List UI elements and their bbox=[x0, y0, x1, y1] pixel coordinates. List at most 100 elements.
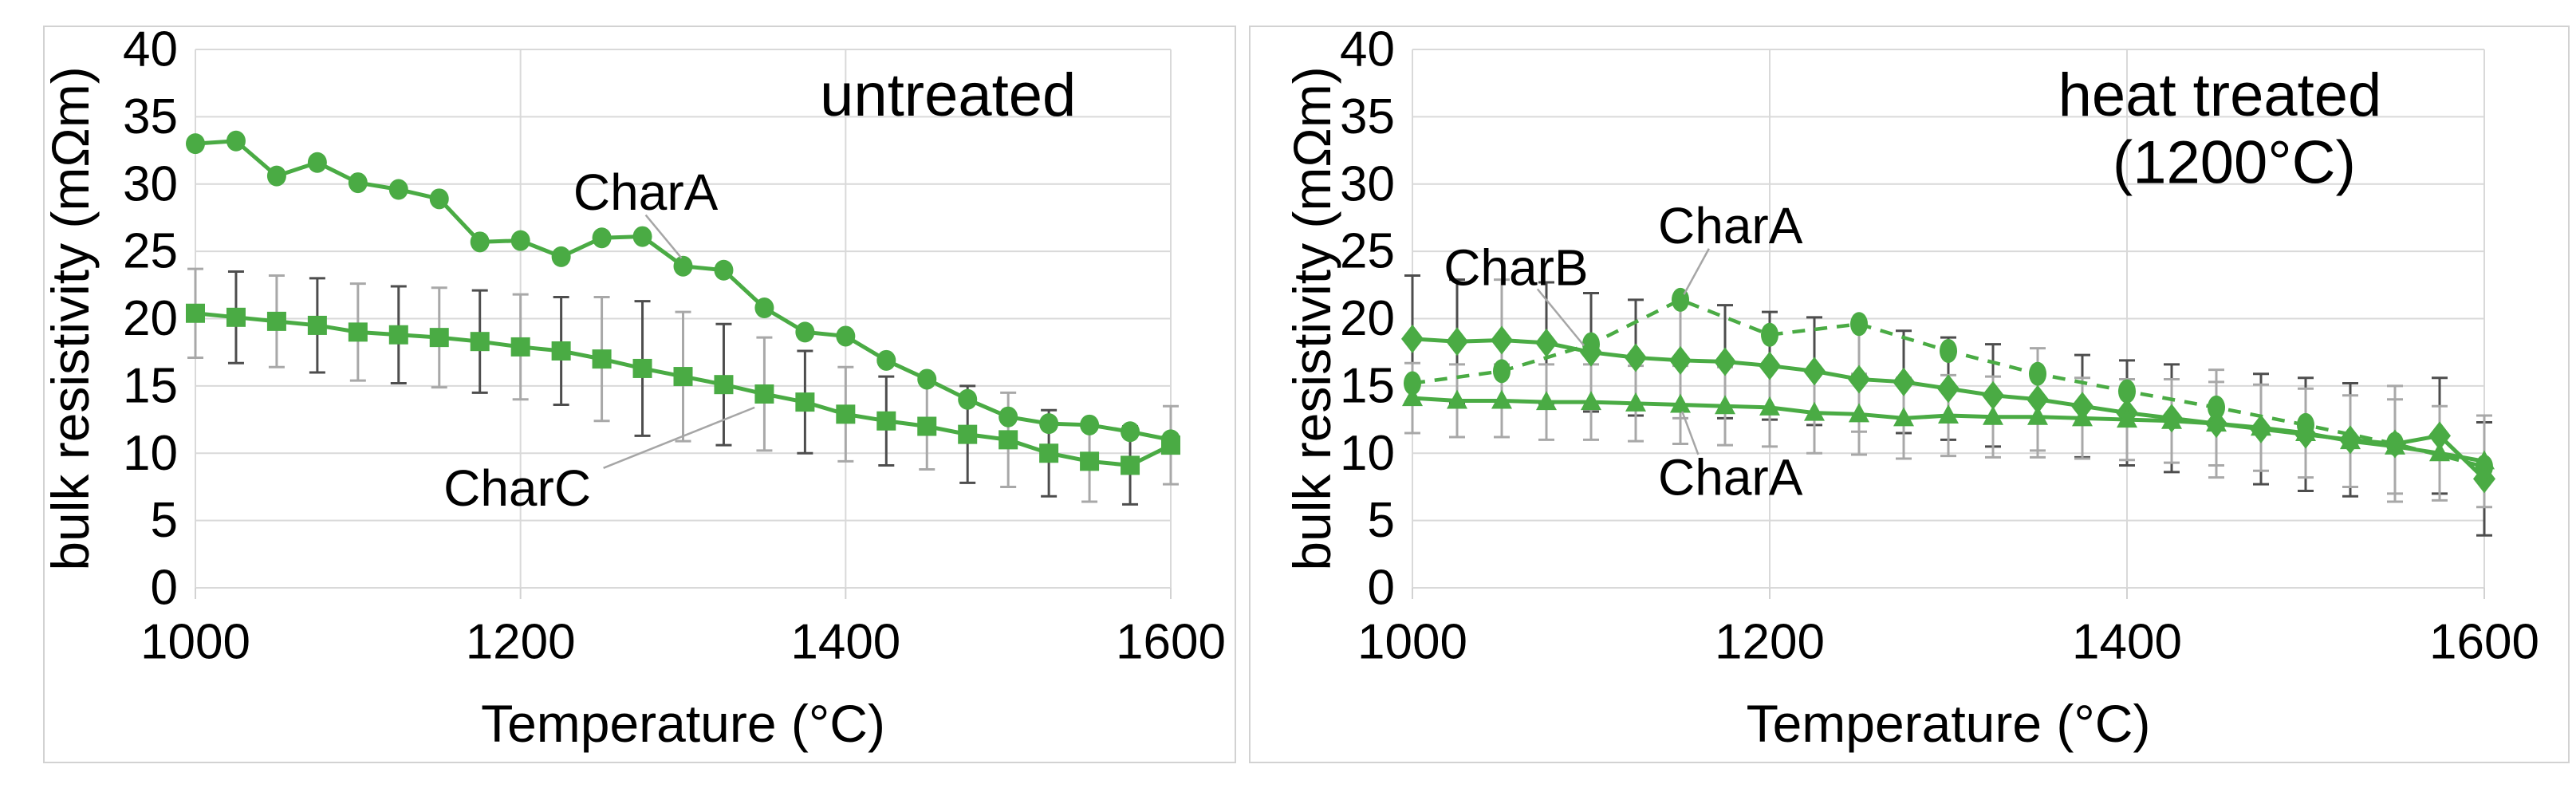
x-tick-label: 1000 bbox=[1357, 615, 1467, 670]
y-tick-label: 0 bbox=[1368, 561, 1395, 616]
y-tick-label: 15 bbox=[1340, 358, 1395, 413]
data-point-square bbox=[754, 384, 774, 404]
data-point-circle bbox=[673, 255, 693, 277]
data-point-square bbox=[186, 303, 205, 323]
data-point-triangle bbox=[1849, 403, 1869, 423]
data-point-oval bbox=[1850, 312, 1868, 337]
data-point-circle bbox=[266, 165, 286, 187]
data-point-circle bbox=[226, 130, 246, 152]
data-point-triangle bbox=[2072, 407, 2093, 427]
data-point-triangle bbox=[2429, 442, 2450, 462]
data-point-circle bbox=[795, 321, 815, 343]
data-point-triangle bbox=[1581, 391, 1601, 411]
data-point-diamond bbox=[1937, 374, 1960, 404]
data-point-triangle bbox=[1893, 407, 1914, 427]
data-point-square bbox=[592, 349, 612, 369]
x-tick-label: 1200 bbox=[466, 615, 576, 670]
data-point-triangle bbox=[1625, 392, 1646, 412]
data-point-diamond bbox=[1669, 345, 1692, 375]
chart-heat-treated: CharB CharA CharA heat treated(1200°C) 0 5 10 1… bbox=[1249, 22, 2570, 763]
data-point-triangle bbox=[2161, 409, 2182, 429]
data-point-circle bbox=[958, 388, 978, 410]
data-point-triangle bbox=[2295, 421, 2316, 441]
chart-title: untreated bbox=[820, 61, 1076, 129]
data-point-triangle bbox=[1715, 395, 1735, 415]
data-point-circle bbox=[592, 227, 612, 249]
data-point-square bbox=[714, 375, 734, 395]
leader-line bbox=[644, 214, 683, 259]
data-point-square bbox=[1161, 435, 1180, 455]
data-point-square bbox=[632, 358, 652, 378]
data-point-diamond bbox=[1803, 357, 1826, 386]
panel-heat-treated: CharB CharA CharA heat treated (1200°C) 0 5 10 1… bbox=[1242, 0, 2576, 792]
data-point-square bbox=[1121, 455, 1140, 475]
chart-title: heat treated bbox=[2058, 61, 2382, 129]
leader-line bbox=[1536, 288, 1585, 347]
annotation-label: CharA bbox=[1658, 197, 1803, 254]
y-tick-label: 15 bbox=[123, 358, 178, 413]
y-axis-title: bulk resistivity (mΩm) bbox=[1282, 66, 1341, 570]
annotation-label: CharA bbox=[573, 164, 719, 221]
data-point-diamond bbox=[2027, 384, 2049, 414]
data-point-oval bbox=[1761, 322, 1778, 347]
data-point-square bbox=[998, 430, 1018, 450]
y-tick-label: 5 bbox=[151, 493, 178, 548]
data-point-square bbox=[348, 322, 368, 342]
data-point-circle bbox=[429, 188, 449, 210]
data-point-circle bbox=[510, 230, 530, 251]
data-point-triangle bbox=[1536, 391, 1557, 411]
data-point-triangle bbox=[2340, 430, 2361, 450]
data-point-square bbox=[917, 416, 937, 436]
data-point-circle bbox=[348, 172, 368, 194]
data-point-circle bbox=[754, 297, 774, 318]
panel-untreated: CharA CharC untreated 0 5 10 15 20 25 30 35 40 1000 1… bbox=[0, 0, 1242, 792]
data-point-triangle bbox=[1670, 393, 1691, 413]
data-point-triangle bbox=[1804, 401, 1825, 421]
x-tick-label: 1000 bbox=[140, 615, 250, 670]
data-point-diamond bbox=[1401, 324, 1424, 353]
y-tick-label: 20 bbox=[1340, 291, 1395, 346]
data-point-circle bbox=[632, 226, 652, 247]
data-point-oval bbox=[1582, 332, 1600, 357]
data-point-diamond bbox=[1893, 367, 1915, 396]
data-point-square bbox=[1080, 451, 1100, 471]
data-point-square bbox=[673, 367, 693, 387]
data-point-circle bbox=[1121, 421, 1140, 443]
data-point-oval bbox=[2029, 361, 2046, 386]
chart-title: (1200°C) bbox=[2113, 128, 2356, 196]
y-tick-label: 0 bbox=[151, 561, 178, 616]
y-tick-label: 25 bbox=[1340, 224, 1395, 279]
annotation-label: CharC bbox=[443, 459, 591, 517]
data-point-diamond bbox=[1714, 347, 1736, 376]
y-tick-label: 20 bbox=[123, 291, 178, 346]
data-point-triangle bbox=[2251, 416, 2271, 436]
data-point-diamond bbox=[1446, 327, 1468, 357]
x-tick-label: 1400 bbox=[790, 615, 900, 670]
data-point-triangle bbox=[1759, 396, 1780, 416]
data-point-square bbox=[226, 307, 246, 327]
data-point-triangle bbox=[2474, 450, 2495, 470]
data-point-square bbox=[307, 315, 327, 335]
chart-untreated: CharA CharC untreated 0 5 10 15 20 25 30 35 40 1000 1… bbox=[41, 22, 1236, 763]
y-tick-label: 30 bbox=[123, 156, 178, 211]
data-point-triangle bbox=[1491, 389, 1512, 409]
data-point-circle bbox=[388, 179, 408, 200]
data-point-circle bbox=[307, 152, 327, 173]
data-point-triangle bbox=[2206, 412, 2227, 432]
y-tick-label: 10 bbox=[123, 426, 178, 481]
x-axis-title: Temperature (°C) bbox=[1747, 694, 2151, 753]
y-tick-label: 40 bbox=[1340, 22, 1395, 77]
y-tick-label: 25 bbox=[123, 224, 178, 279]
data-point-oval bbox=[2208, 395, 2225, 420]
y-tick-label: 5 bbox=[1368, 493, 1395, 548]
y-tick-label: 35 bbox=[123, 89, 178, 144]
data-point-circle bbox=[1080, 414, 1100, 435]
data-point-square bbox=[876, 411, 896, 431]
data-point-square bbox=[958, 424, 978, 444]
data-point-circle bbox=[470, 231, 490, 253]
x-tick-label: 1400 bbox=[2072, 615, 2182, 670]
data-point-diamond bbox=[1491, 325, 1513, 355]
y-tick-label: 35 bbox=[1340, 89, 1395, 144]
data-point-square bbox=[388, 325, 408, 345]
